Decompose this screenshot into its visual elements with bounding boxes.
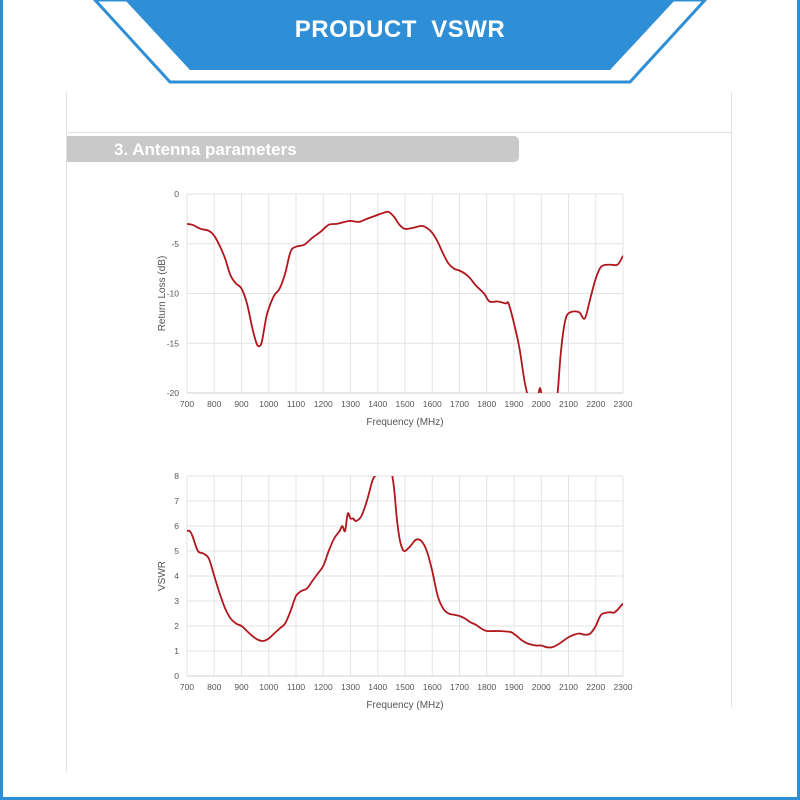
doc-left-edge: [66, 92, 67, 772]
header-banner: [92, 0, 708, 84]
doc-right-edge: [731, 92, 732, 707]
section-title: 3. Antenna parameters: [114, 140, 297, 159]
section-header-bar: 3. Antenna parameters: [67, 136, 519, 162]
doc-top-edge: [66, 132, 731, 133]
banner-shape: [125, 0, 675, 70]
banner-title: PRODUCT VSWR: [294, 16, 506, 43]
